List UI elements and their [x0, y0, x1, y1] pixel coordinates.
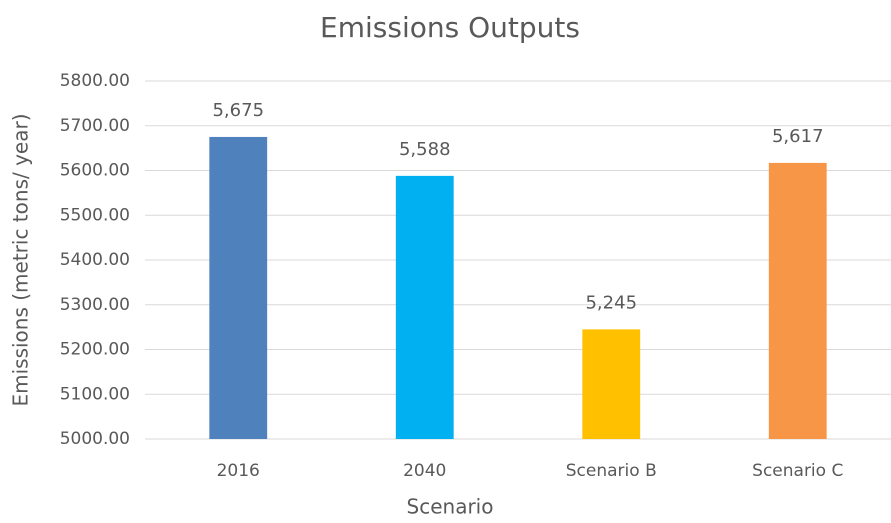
x-tick-label: Scenario C — [752, 461, 843, 481]
y-tick-label: 5400.00 — [60, 250, 130, 270]
data-label: 5,675 — [212, 100, 264, 121]
bar — [395, 175, 454, 439]
data-label: 5,617 — [772, 126, 824, 147]
bar — [582, 329, 641, 439]
data-label: 5,245 — [585, 292, 637, 313]
x-tick-label: 2016 — [217, 461, 260, 481]
chart-title: Emissions Outputs — [320, 11, 580, 44]
y-tick-label: 5200.00 — [60, 340, 130, 360]
x-axis-label: Scenario — [407, 495, 494, 519]
y-tick-label: 5000.00 — [60, 429, 130, 449]
y-axis-label: Emissions (metric tons/ year) — [9, 113, 33, 406]
x-tick-label: 2040 — [403, 461, 446, 481]
x-tick-label: Scenario B — [566, 461, 657, 481]
y-tick-label: 5600.00 — [60, 161, 130, 181]
y-tick-label: 5700.00 — [60, 116, 130, 136]
bar — [209, 136, 268, 439]
y-tick-label: 5300.00 — [60, 295, 130, 315]
data-label: 5,588 — [399, 139, 451, 160]
bar — [768, 162, 827, 439]
y-tick-label: 5500.00 — [60, 205, 130, 225]
y-tick-label: 5100.00 — [60, 384, 130, 404]
y-tick-label: 5800.00 — [60, 71, 130, 91]
